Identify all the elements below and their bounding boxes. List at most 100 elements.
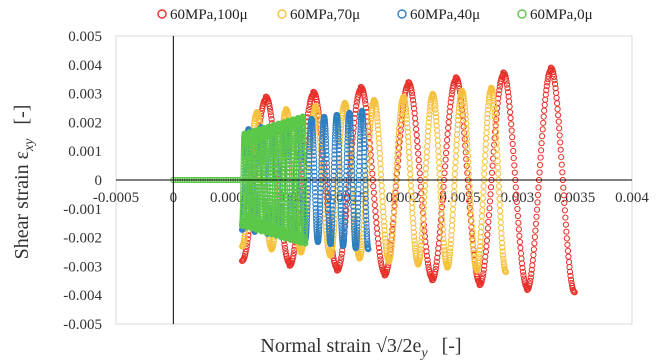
data-point [324,181,331,188]
y-tick-label: -0.001 [63,202,102,218]
data-point [406,165,414,172]
data-point [519,268,527,275]
data-point [556,132,563,139]
data-point [476,254,483,261]
data-point [362,195,369,202]
data-point [511,169,518,176]
data-point [500,255,507,262]
data-point [358,244,365,251]
data-point [290,250,297,257]
y-tick-label: 0.001 [68,144,102,160]
data-point [424,138,431,145]
data-point [498,239,506,246]
data-point [348,138,355,145]
data-point [324,185,331,192]
data-point [529,257,536,264]
data-point [418,190,425,197]
data-point [480,266,487,273]
data-point [300,144,307,151]
data-point [421,194,428,201]
data-point [455,80,462,87]
data-point [331,140,338,147]
data-point [543,83,550,90]
data-point [354,208,361,215]
data-point [318,148,325,155]
data-point [453,142,460,149]
data-point [312,212,319,219]
data-point [463,162,470,170]
data-point [538,147,545,154]
data-point [387,249,394,256]
data-point [316,216,323,223]
data-point [361,97,369,104]
data-point [336,181,344,188]
data-point [315,122,322,130]
data-point [396,117,403,124]
data-point [376,252,384,260]
data-point [511,162,518,169]
data-point [317,189,324,196]
data-point [455,105,463,112]
data-point [301,206,308,213]
data-point [319,141,326,148]
data-point [451,182,458,190]
data-point [411,241,418,248]
data-point [486,93,493,101]
data-point [412,120,419,127]
data-point [323,159,330,167]
data-point [361,158,368,165]
data-point [305,172,312,179]
data-point [507,114,514,122]
data-point [362,200,369,207]
data-point [494,164,501,171]
data-point [493,146,500,153]
data-point [513,191,520,198]
data-point [335,139,342,146]
data-point [335,129,342,136]
data-point [444,137,451,144]
data-point [371,195,378,202]
legend-label: 60MPa,40μ [410,7,480,23]
data-point [349,167,356,174]
data-point [355,190,362,197]
data-point [409,97,417,104]
data-point [453,136,460,143]
data-point [353,102,360,110]
data-point [423,148,430,155]
data-point [381,231,388,238]
data-point [437,194,444,201]
data-point [329,206,336,213]
data-point [571,289,578,296]
data-point [342,185,349,193]
data-point [461,97,468,105]
data-point [495,91,502,98]
data-point [433,114,440,121]
data-point [491,105,498,112]
data-point [337,257,344,264]
legend-label: 60MPa,70μ [290,7,360,23]
data-point [373,219,380,226]
data-point [515,219,522,226]
data-point [360,230,367,237]
data-point [453,147,460,154]
data-point [349,186,356,193]
data-point [330,185,337,192]
data-point [341,230,348,238]
data-point [518,260,526,267]
y-tick-label: 0.002 [68,115,102,131]
data-point [423,154,430,161]
data-point [531,240,538,247]
data-point [480,189,487,196]
data-point [537,154,544,161]
data-point [311,168,318,175]
data-point [418,234,425,241]
data-point [324,172,331,179]
data-point [567,272,574,280]
y-tick-label: -0.003 [63,259,102,275]
data-point [372,208,379,215]
data-point [349,172,356,179]
data-point [360,120,367,127]
data-point [353,232,360,239]
data-point [484,231,491,238]
data-point [496,83,503,90]
